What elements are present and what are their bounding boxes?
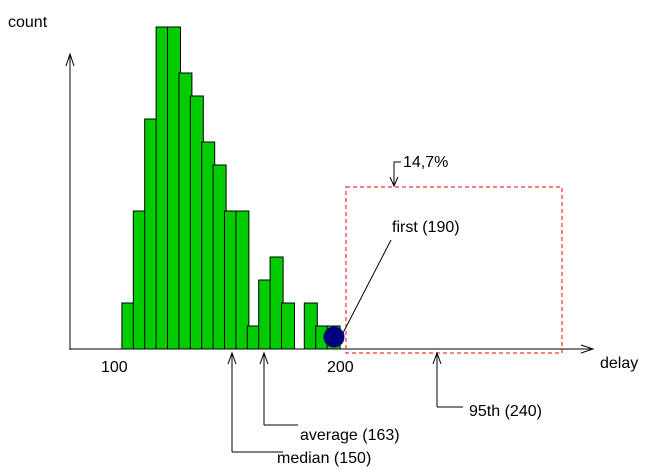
median-label: median (150) <box>277 450 371 467</box>
histogram-bar-14 <box>281 302 295 350</box>
tail-region-label: 14,7% <box>403 154 448 171</box>
y-axis-arrow <box>65 52 75 67</box>
p95-arrow <box>432 351 442 365</box>
x-tick-label-100: 100 <box>101 359 128 376</box>
y-axis-label: count <box>8 14 48 31</box>
average-label: average (163) <box>300 427 400 444</box>
first-marker-label: first (190) <box>392 219 460 236</box>
tail-region-pointer-arrow <box>389 176 399 188</box>
x-axis-arrow <box>580 344 595 354</box>
bars-group <box>121 26 341 350</box>
median-arrow <box>227 351 237 365</box>
average-arrow <box>259 351 269 365</box>
x-axis-label: delay <box>600 355 638 372</box>
first-marker-leader <box>342 239 392 334</box>
x-tick-label-200: 200 <box>327 359 354 376</box>
tail-region-pointer <box>393 161 401 186</box>
first-marker-dot <box>323 326 345 348</box>
p95-label: 95th (240) <box>469 403 542 420</box>
tail-region-box <box>345 186 563 354</box>
